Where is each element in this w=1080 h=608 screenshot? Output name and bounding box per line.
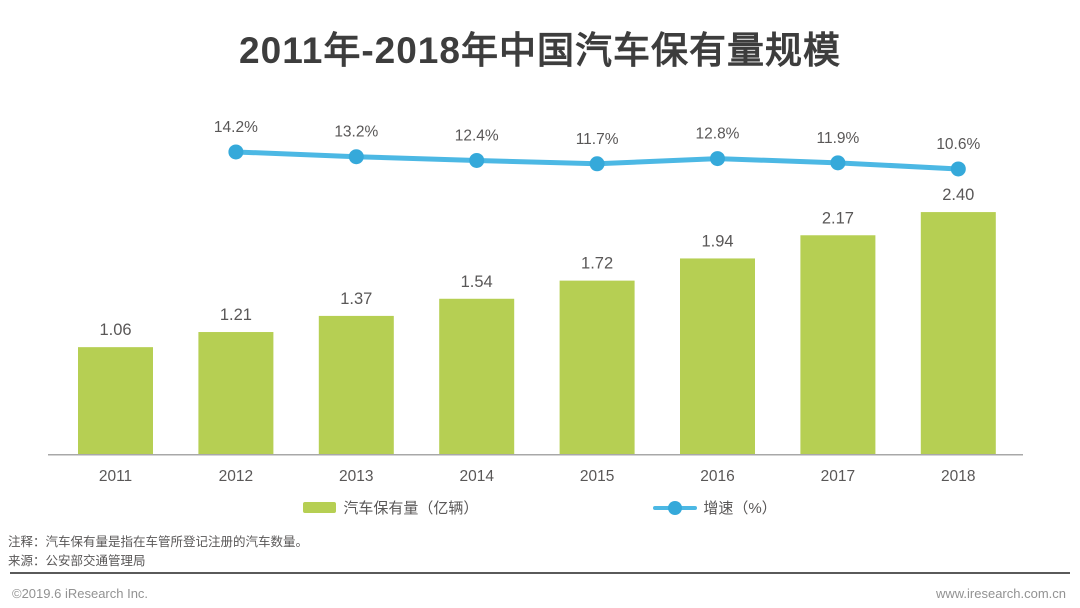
x-axis-label-2015: 2015 [580, 468, 614, 485]
bar-value-label-2016: 1.94 [701, 232, 733, 250]
growth-label-2012: 14.2% [214, 119, 258, 136]
bar-value-label-2015: 1.72 [581, 255, 613, 273]
legend-line-label: 增速（%） [703, 500, 777, 517]
line-marker-2014 [469, 152, 485, 168]
bar-value-label-2011: 1.06 [99, 321, 131, 339]
note-annotation: 注释：汽车保有量是指在车管所登记注册的汽车数量。 [8, 535, 309, 549]
growth-label-2016: 12.8% [696, 126, 740, 143]
website-url: www.iresearch.com.cn [935, 586, 1066, 601]
line-marker-2018 [950, 161, 966, 177]
chart-notes: 注释：汽车保有量是指在车管所登记注册的汽车数量。 来源：公安部交通管理局 [8, 533, 308, 571]
bar-2017 [800, 235, 876, 454]
line-marker-2013 [348, 149, 364, 165]
combo-chart: 1.06 2011 1.21 2012 1.37 2013 1.54 2014 1.72 2015… [48, 119, 1023, 485]
x-axis-label-2012: 2012 [219, 468, 253, 485]
legend-bar-label: 汽车保有量（亿辆） [343, 500, 479, 517]
bar-value-label-2013: 1.37 [340, 290, 372, 308]
x-axis-label-2011: 2011 [99, 468, 132, 485]
page-title: 2011年-2018年中国汽车保有量规模 [239, 30, 841, 71]
legend-item-bar: 汽车保有量（亿辆） [303, 497, 478, 518]
bar-value-label-2014: 1.54 [461, 273, 493, 291]
bar-2018 [920, 212, 996, 454]
x-axis-label-2014: 2014 [459, 468, 494, 485]
chart-legend: 汽车保有量（亿辆） 增速（%） [0, 497, 1080, 518]
growth-label-2018: 10.6% [936, 136, 980, 153]
bar-value-label-2017: 2.17 [822, 209, 854, 227]
bar-2013 [318, 315, 394, 454]
x-axis-label-2013: 2013 [339, 468, 373, 485]
bar-2015 [559, 280, 635, 454]
bar-value-label-2012: 1.21 [220, 306, 252, 324]
x-axis-label-2016: 2016 [700, 468, 734, 485]
growth-label-2013: 13.2% [334, 124, 378, 141]
line-series-swatch-icon [653, 500, 698, 515]
bar-value-label-2018: 2.40 [942, 186, 974, 204]
page-footer: ©2019.6 iResearch Inc. www.iresearch.com… [12, 586, 1066, 601]
growth-label-2017: 11.9% [816, 130, 859, 147]
bar-2011 [78, 347, 153, 454]
footer-divider [10, 572, 1070, 574]
growth-label-2015: 11.7% [576, 131, 619, 148]
x-axis-label-2018: 2018 [941, 468, 975, 485]
copyright-text: ©2019.6 iResearch Inc. [12, 586, 149, 601]
growth-label-2014: 12.4% [455, 127, 499, 144]
bar-2016 [680, 258, 755, 454]
line-marker-2016 [710, 151, 725, 167]
bar-2012 [198, 332, 274, 454]
line-marker-2017 [830, 155, 846, 171]
legend-item-line: 增速（%） [653, 497, 777, 518]
line-marker-2012 [228, 144, 244, 160]
line-marker-2015 [589, 156, 605, 172]
note-source: 来源：公安部交通管理局 [8, 554, 146, 568]
x-axis-label-2017: 2017 [821, 468, 855, 485]
bar-2014 [439, 298, 515, 454]
bar-series-swatch-icon [303, 502, 337, 513]
